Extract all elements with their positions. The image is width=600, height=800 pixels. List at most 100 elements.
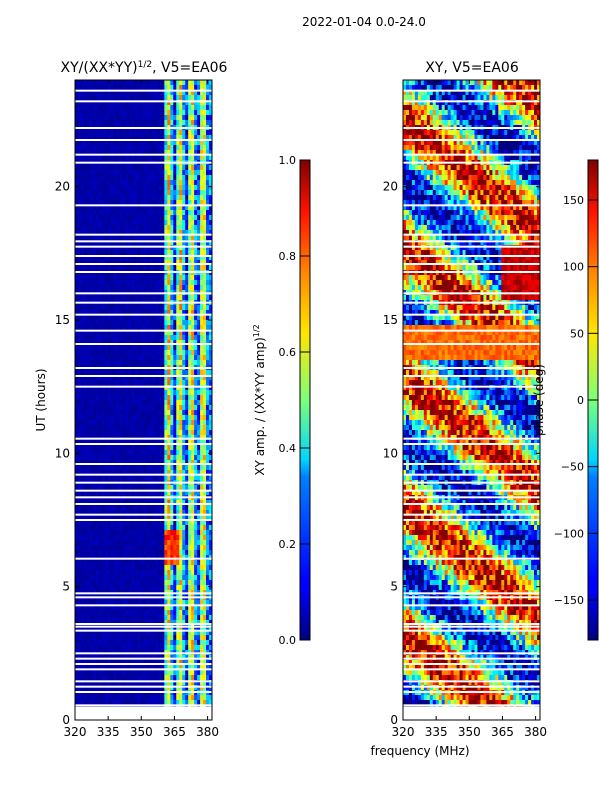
heatmap-cell bbox=[119, 450, 124, 456]
heatmap-cell bbox=[158, 585, 162, 591]
heatmap-cell bbox=[107, 215, 112, 221]
heatmap-cell bbox=[86, 210, 91, 216]
heatmap-cell bbox=[185, 175, 189, 181]
heatmap-cell bbox=[197, 295, 201, 301]
heatmap-cell bbox=[179, 105, 183, 111]
heatmap-cell bbox=[206, 510, 210, 516]
heatmap-cell bbox=[110, 245, 115, 251]
heatmap-cell bbox=[95, 240, 100, 246]
heatmap-cell bbox=[104, 515, 109, 521]
heatmap-cell bbox=[125, 460, 130, 466]
heatmap-cell bbox=[89, 145, 94, 151]
heatmap-cell bbox=[134, 525, 138, 531]
heatmap-cell bbox=[146, 500, 150, 506]
heatmap-cell bbox=[176, 235, 180, 241]
heatmap-cell bbox=[152, 165, 156, 171]
heatmap-cell bbox=[122, 610, 127, 616]
heatmap-cell bbox=[86, 260, 91, 266]
heatmap-cell bbox=[131, 105, 135, 111]
heatmap-cell bbox=[89, 560, 94, 566]
heatmap-cell bbox=[170, 615, 174, 621]
heatmap-cell bbox=[170, 195, 174, 201]
heatmap-cell bbox=[182, 85, 186, 91]
heatmap-cell bbox=[119, 195, 124, 201]
heatmap-cell bbox=[209, 220, 213, 226]
heatmap-cell bbox=[104, 420, 109, 426]
heatmap-cell bbox=[146, 525, 150, 531]
heatmap-cell bbox=[173, 180, 177, 186]
heatmap-cell bbox=[107, 335, 112, 341]
heatmap-cell bbox=[143, 540, 147, 546]
heatmap-cell bbox=[155, 615, 159, 621]
heatmap-cell bbox=[179, 260, 183, 266]
heatmap-cell bbox=[134, 465, 138, 471]
heatmap-cell bbox=[89, 575, 94, 581]
heatmap-cell bbox=[152, 115, 156, 121]
heatmap-cell bbox=[134, 340, 138, 346]
heatmap-cell bbox=[143, 370, 147, 376]
heatmap-cell bbox=[92, 170, 97, 176]
heatmap-cell bbox=[143, 170, 147, 176]
heatmap-cell bbox=[191, 390, 195, 396]
heatmap-cell bbox=[143, 150, 147, 156]
heatmap-cell bbox=[164, 415, 168, 421]
heatmap-cell bbox=[179, 515, 183, 521]
heatmap-cell bbox=[125, 580, 130, 586]
heatmap-cell bbox=[182, 135, 186, 141]
heatmap-cell bbox=[158, 130, 162, 136]
heatmap-cell bbox=[179, 610, 183, 616]
heatmap-cell bbox=[170, 575, 174, 581]
heatmap-cell bbox=[134, 360, 138, 366]
heatmap-cell bbox=[188, 575, 192, 581]
heatmap-cell bbox=[119, 375, 124, 381]
heatmap-cell bbox=[83, 260, 88, 266]
heatmap-cell bbox=[158, 410, 162, 416]
heatmap-cell bbox=[173, 420, 177, 426]
heatmap-cell bbox=[75, 505, 79, 511]
heatmap-cell bbox=[140, 375, 144, 381]
heatmap-cell bbox=[122, 390, 127, 396]
heatmap-cell bbox=[104, 260, 109, 266]
heatmap-cell bbox=[83, 190, 88, 196]
heatmap-cell bbox=[75, 390, 79, 396]
heatmap-cell bbox=[152, 440, 156, 446]
heatmap-cell bbox=[203, 385, 207, 391]
heatmap-cell bbox=[194, 215, 198, 221]
heatmap-cell bbox=[173, 225, 177, 231]
heatmap-cell bbox=[209, 335, 213, 341]
heatmap-cell bbox=[200, 225, 204, 231]
heatmap-cell bbox=[86, 280, 91, 286]
heatmap-cell bbox=[75, 280, 79, 286]
heatmap-cell bbox=[176, 85, 180, 91]
heatmap-cell bbox=[203, 410, 207, 416]
heatmap-cell bbox=[161, 85, 165, 91]
heatmap-cell bbox=[125, 465, 130, 471]
heatmap-cell bbox=[191, 400, 195, 406]
heatmap-cell bbox=[104, 605, 109, 611]
heatmap-cell bbox=[146, 375, 150, 381]
heatmap-cell bbox=[185, 115, 189, 121]
heatmap-cell bbox=[128, 510, 132, 516]
heatmap-cell bbox=[107, 565, 112, 571]
heatmap-cell bbox=[119, 100, 124, 106]
heatmap-cell bbox=[158, 375, 162, 381]
heatmap-cell bbox=[200, 340, 204, 346]
heatmap-cell bbox=[176, 185, 180, 191]
heatmap-cell bbox=[119, 330, 124, 336]
heatmap-cell bbox=[209, 180, 213, 186]
heatmap-cell bbox=[179, 285, 183, 291]
heatmap-cell bbox=[119, 180, 124, 186]
heatmap-cell bbox=[89, 255, 94, 261]
heatmap-cell bbox=[77, 85, 82, 91]
heatmap-cell bbox=[92, 205, 97, 211]
heatmap-cell bbox=[92, 225, 97, 231]
heatmap-cell bbox=[182, 220, 186, 226]
heatmap-cell bbox=[110, 310, 115, 316]
heatmap-cell bbox=[188, 520, 192, 526]
heatmap-cell bbox=[77, 95, 82, 101]
heatmap-cell bbox=[188, 450, 192, 456]
heatmap-cell bbox=[170, 120, 174, 126]
heatmap-cell bbox=[179, 230, 183, 236]
heatmap-cell bbox=[176, 420, 180, 426]
heatmap-cell bbox=[191, 145, 195, 151]
